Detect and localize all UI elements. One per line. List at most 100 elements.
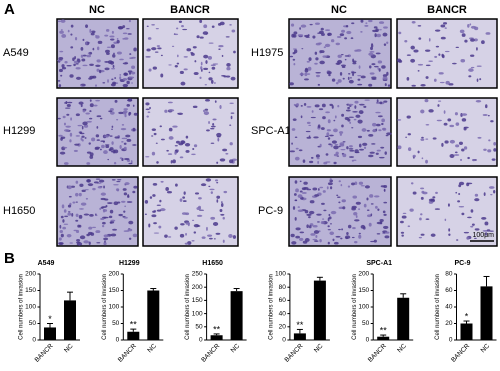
cell: [131, 82, 133, 84]
chart-title: A549: [38, 260, 55, 267]
cell: [126, 138, 132, 142]
cell: [468, 68, 474, 72]
cell: [89, 28, 92, 33]
cell: [110, 83, 116, 87]
cell: [294, 199, 298, 202]
cell: [203, 54, 209, 59]
cell: [366, 129, 370, 132]
cell: [378, 29, 382, 31]
cell: [449, 124, 455, 128]
cell: [153, 132, 157, 136]
cell: [204, 108, 209, 111]
cell: [375, 111, 381, 114]
cell: [123, 230, 130, 232]
cell: [335, 81, 339, 85]
cell: [62, 219, 65, 223]
cell: [64, 215, 69, 218]
cell: [153, 222, 157, 225]
cell: [321, 103, 326, 108]
cell: [105, 49, 110, 54]
cell: [160, 180, 164, 183]
cell: [97, 186, 103, 189]
cell: [153, 232, 160, 234]
cell: [352, 227, 356, 230]
cell: [370, 46, 373, 51]
cell: [212, 63, 219, 65]
cell: [351, 127, 354, 129]
cell: [121, 137, 128, 140]
cell: [352, 111, 358, 113]
cell: [114, 77, 117, 80]
cell: [306, 136, 312, 139]
cell: [305, 36, 310, 38]
cell: [88, 226, 93, 230]
cell: [229, 24, 232, 26]
cell: [94, 147, 100, 150]
cell: [111, 179, 116, 181]
bar: [44, 327, 56, 340]
significance: **: [213, 324, 221, 334]
cell: [312, 238, 318, 241]
cell: [354, 100, 359, 104]
cell: [297, 206, 300, 208]
cell: [376, 33, 382, 38]
cell: [438, 53, 441, 56]
cell: [60, 136, 66, 139]
cell: [448, 228, 451, 232]
cell: [205, 178, 212, 182]
cell: [419, 217, 422, 221]
cell: [345, 236, 349, 240]
cell: [119, 73, 122, 76]
cell: [85, 112, 90, 115]
cell: [310, 116, 316, 119]
cell: [483, 192, 486, 196]
row-label: H1650: [3, 205, 35, 217]
cell: [75, 135, 81, 137]
cell: [295, 235, 300, 239]
cell: [96, 115, 102, 118]
cell: [458, 206, 465, 208]
cell: [192, 105, 198, 109]
panel-label: B: [4, 250, 15, 267]
cell: [63, 209, 67, 213]
cell: [148, 68, 152, 72]
cell: [444, 50, 450, 53]
cell: [367, 214, 372, 218]
cell: [302, 159, 306, 163]
cell: [109, 111, 115, 115]
cell: [213, 238, 216, 240]
cell: [70, 46, 74, 49]
micrograph-bg: [56, 18, 139, 89]
cell: [355, 201, 361, 205]
y-tick-label: 50: [112, 320, 120, 327]
cell: [315, 234, 318, 238]
cell: [194, 192, 200, 195]
cell: [337, 54, 342, 58]
cell: [294, 217, 297, 221]
cell: [490, 193, 493, 196]
cell: [434, 29, 441, 32]
cell: [346, 146, 349, 150]
cell: [470, 225, 474, 228]
cell: [370, 213, 373, 217]
cell: [317, 124, 321, 129]
cell: [122, 78, 128, 81]
cell: [60, 215, 64, 219]
cell: [318, 42, 322, 45]
cell: [422, 191, 428, 195]
cell: [63, 122, 66, 126]
cell: [186, 48, 192, 52]
cell: [412, 154, 416, 158]
cell: [229, 142, 233, 146]
cell: [103, 208, 105, 213]
cell: [379, 21, 385, 24]
cell: [338, 228, 341, 231]
cell: [109, 147, 114, 151]
cell: [319, 238, 322, 243]
cell: [176, 27, 179, 30]
cell: [349, 156, 355, 158]
cell: [369, 51, 375, 53]
cell: [103, 237, 109, 241]
cell: [455, 122, 460, 126]
cell: [99, 117, 103, 120]
